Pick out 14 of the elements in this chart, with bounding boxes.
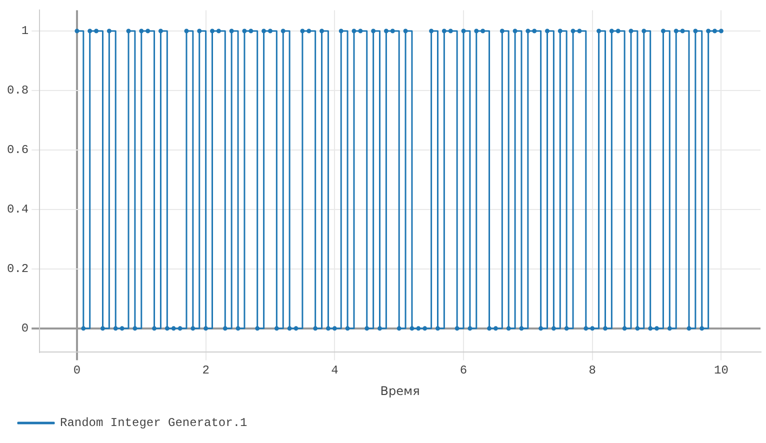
y-tick-label: 0.6 (6, 143, 29, 158)
y-tick-label: 0 (21, 322, 29, 336)
x-axis-title: Время (380, 384, 420, 398)
y-tick-label: 0.8 (6, 84, 29, 98)
y-tick-label: 0.2 (6, 262, 29, 276)
x-tick-label: 4 (331, 364, 338, 378)
y-tick-label: 1 (21, 24, 29, 38)
x-tick-label: 6 (460, 364, 468, 378)
x-tick-label: 10 (714, 364, 728, 378)
y-tick-label: 0.4 (6, 202, 29, 217)
x-tick-label: 2 (202, 364, 210, 378)
x-tick-label: 8 (588, 364, 596, 378)
x-tick-label: 0 (73, 364, 81, 378)
legend-label: Random Integer Generator.1 (60, 416, 248, 430)
